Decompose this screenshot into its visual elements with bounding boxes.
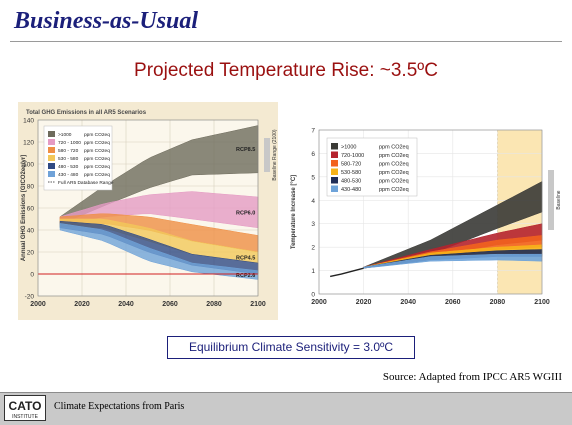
y-tick-label: 140 (23, 118, 34, 125)
slide-subtitle: Projected Temperature Rise: ~3.5ºC (134, 60, 438, 81)
x-tick-label: 2020 (74, 301, 90, 308)
plot-frame (37, 119, 259, 297)
legend-label: >1000 (341, 145, 356, 151)
legend-swatch (48, 155, 55, 161)
y-tick-label: 5 (311, 174, 315, 181)
legend-unit: ppm CO2eq (379, 187, 409, 193)
y-tick-label: 7 (311, 128, 315, 135)
y-axis-label: Temperature Increase [°C] (291, 175, 297, 249)
legend-unit: ppm CO2eq (84, 156, 110, 162)
y-tick-label: 60 (27, 206, 35, 213)
legend-unit: ppm CO2eq (379, 145, 409, 151)
legend-box (326, 137, 418, 197)
ecs-text: Equilibrium Climate Sensitivity = 3.0ºC (188, 340, 394, 354)
legend-label: 430-480 (341, 187, 361, 193)
legend-unit: ppm CO2eq (379, 170, 409, 176)
svg-text:INSTITUTE: INSTITUTE (12, 414, 38, 420)
legend-label: 720-1000 (341, 153, 364, 159)
legend-swatch (48, 147, 55, 153)
title-divider (10, 41, 562, 42)
x-tick-label: 2000 (311, 299, 327, 306)
series-label: RCP2.6 (236, 273, 255, 279)
legend-unit: ppm CO2eq (84, 132, 110, 138)
y-axis-label: Annual GHG Emissions [GtCO2eq/yr] (21, 155, 27, 261)
x-tick-label: 2060 (162, 301, 178, 308)
y-tick-label: 3 (311, 221, 315, 228)
plot-frame (318, 129, 543, 295)
legend-unit: ppm CO2eq (379, 162, 409, 168)
x-tick-label: 2040 (400, 299, 416, 306)
y-tick-label: 6 (311, 151, 315, 158)
legend-unit: ppm CO2eq (84, 164, 110, 170)
legend-label: >1000 (58, 132, 72, 138)
legend-label: 480-530 (341, 179, 361, 185)
legend-swatch (48, 139, 55, 145)
cato-logo: CATO INSTITUTE (4, 395, 46, 421)
slide-title: Business-as-Usual (14, 8, 199, 34)
legend-swatch (48, 131, 55, 137)
y-tick-label: 80 (27, 184, 35, 191)
legend-label: 580-720 (341, 162, 361, 168)
y-tick-label: 100 (23, 162, 34, 169)
x-tick-label: 2080 (206, 301, 222, 308)
legend-label: 720 - 1000 (58, 140, 81, 146)
legend-label: 480 - 530 (58, 164, 79, 170)
legend-unit: ppm CO2eq (84, 148, 110, 154)
y-tick-label: 20 (27, 250, 35, 257)
legend-unit: ppm CO2eq (84, 140, 110, 146)
legend-label: 530 - 580 (58, 156, 79, 162)
x-tick-label: 2040 (118, 301, 134, 308)
legend-swatch (331, 143, 338, 150)
legend-swatch (331, 160, 338, 167)
chart-title: Total GHG Emissions in all AR5 Scenarios (26, 110, 147, 116)
side-label: Baseline Range (2100) (272, 129, 278, 180)
y-tick-label: 0 (30, 272, 34, 279)
baseline-bracket (548, 170, 554, 230)
x-tick-label: 2080 (490, 299, 506, 306)
series-label: RCP4.5 (236, 256, 255, 262)
temperature-figure: 0 1 2 3 4 5 6 7 2000 2020 2040 2060 2080 2100 Temperat… (287, 114, 562, 308)
legend-unit: ppm CO2eq (379, 153, 409, 159)
legend-label: Full AR5 Database Range (58, 180, 114, 186)
footer-bar (0, 392, 572, 425)
y-tick-label: -20 (25, 294, 35, 301)
x-tick-label: 2060 (445, 299, 461, 306)
history-line (330, 267, 364, 278)
legend-label: 580 - 720 (58, 148, 79, 154)
side-label: Baseline (556, 190, 560, 209)
legend-swatch (331, 185, 338, 192)
y-tick-label: 120 (23, 140, 34, 147)
y-tick-label: 4 (311, 198, 315, 205)
baseline-bracket (264, 138, 270, 172)
legend-swatch (331, 177, 338, 184)
legend-swatch (48, 163, 55, 169)
legend-label: 530-580 (341, 170, 361, 176)
legend-box (43, 125, 113, 191)
legend-swatch (331, 151, 338, 158)
legend-unit: ppm CO2eq (379, 179, 409, 185)
x-tick-label: 2020 (356, 299, 372, 306)
x-tick-label: 2100 (534, 299, 550, 306)
y-tick-label: 1 (311, 268, 315, 275)
y-tick-label: 40 (27, 228, 35, 235)
emissions-figure: -20 0 20 40 60 80 100 120 140 2000 2020 2040 2060 208… (18, 102, 278, 320)
footer-text: Climate Expectations from Paris (54, 401, 185, 412)
x-tick-label: 2000 (30, 301, 46, 308)
legend-swatch (48, 171, 55, 177)
svg-text:CATO: CATO (9, 399, 42, 413)
y-tick-label: 0 (311, 292, 315, 299)
x-tick-label: 2100 (250, 301, 266, 308)
legend-swatch (331, 168, 338, 175)
temperature-chart: 0 1 2 3 4 5 6 7 2000 2020 2040 2060 2080 2100 Temperat… (291, 128, 562, 307)
y-tick-label: 2 (311, 245, 315, 252)
ecs-callout: Equilibrium Climate Sensitivity = 3.0ºC (167, 336, 415, 359)
source-note: Source: Adapted from IPCC AR5 WGIII (382, 371, 562, 383)
legend-label: 430 - 480 (58, 172, 79, 178)
series-label: RCP8.5 (236, 147, 255, 153)
legend-unit: ppm CO2eq (84, 172, 110, 178)
series-label: RCP6.0 (236, 210, 255, 216)
